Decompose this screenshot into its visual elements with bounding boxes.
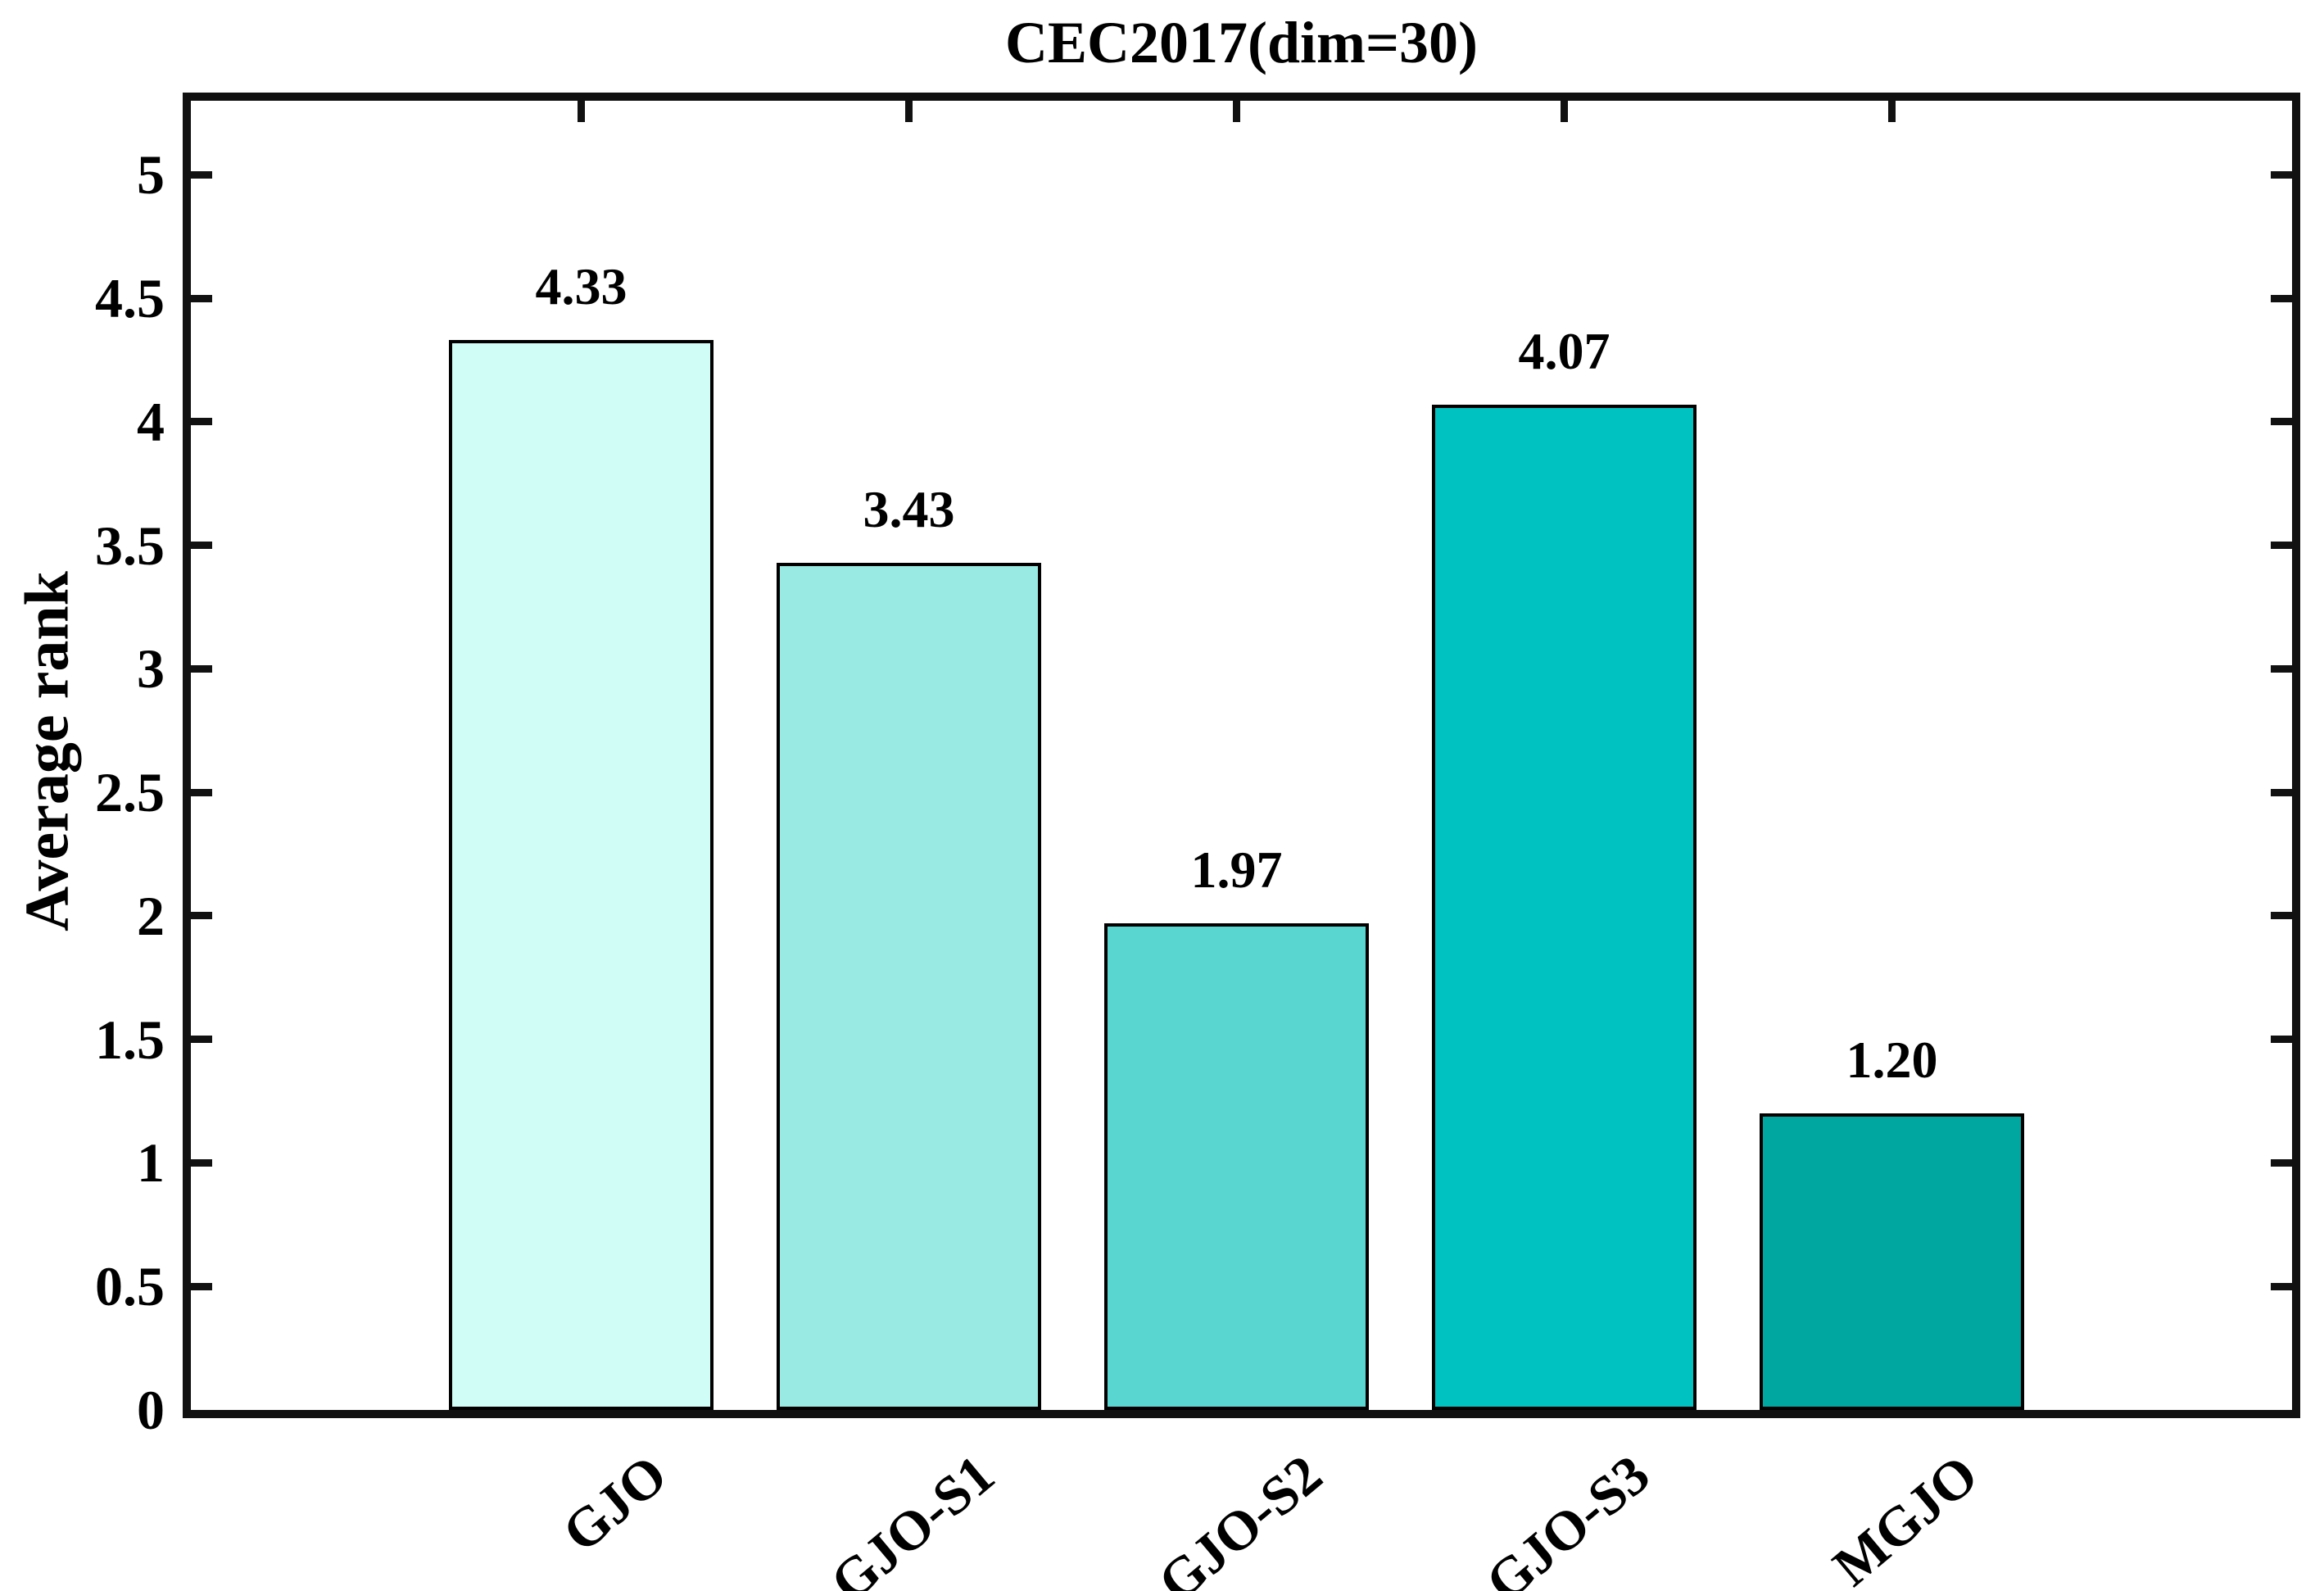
x-tick-label: GJO (550, 1442, 678, 1565)
y-tick (191, 1282, 212, 1290)
bar-value-label: 1.97 (1190, 841, 1283, 899)
bar-value-label: 4.07 (1518, 322, 1610, 380)
y-tick (191, 664, 212, 673)
y-tick-label: 1.5 (95, 1008, 165, 1071)
y-tick-right (2271, 1282, 2292, 1290)
bar (1432, 405, 1697, 1410)
chart-title: CEC2017(dim=30) (1004, 10, 1479, 75)
y-tick (191, 542, 212, 550)
y-tick-right (2271, 1158, 2292, 1167)
y-tick-right (2271, 788, 2292, 796)
bar-value-label: 3.43 (863, 480, 955, 538)
x-tick-top (1233, 101, 1240, 122)
x-tick-label: MGJO (1820, 1442, 1989, 1591)
x-tick-top (1561, 101, 1568, 122)
bar (1760, 1113, 2024, 1410)
y-tick-label: 3.5 (95, 514, 165, 577)
x-tick-label: GJO-S2 (1146, 1442, 1334, 1591)
y-tick-label: 0.5 (95, 1255, 165, 1318)
y-axis-label: Average rank (12, 571, 82, 931)
bar (1104, 923, 1369, 1410)
bar-value-label: 1.20 (1846, 1031, 1938, 1089)
y-tick-right (2271, 664, 2292, 673)
y-tick-right (2271, 542, 2292, 550)
y-tick-right (2271, 912, 2292, 920)
y-tick (191, 170, 212, 179)
bar-value-label: 4.33 (535, 257, 627, 315)
y-tick-right (2271, 294, 2292, 302)
y-tick (191, 1158, 212, 1167)
y-tick-label: 3 (137, 637, 165, 700)
x-tick-top (905, 101, 913, 122)
y-tick-right (2271, 170, 2292, 179)
x-tick-top (578, 101, 585, 122)
bar (777, 563, 1041, 1410)
x-tick-label: GJO-S1 (818, 1442, 1006, 1591)
y-tick-label: 5 (137, 143, 165, 206)
y-tick-label: 4.5 (95, 267, 165, 330)
x-tick-top (1888, 101, 1896, 122)
y-tick (191, 788, 212, 796)
y-tick-label: 1 (137, 1131, 165, 1194)
y-tick-label: 2 (137, 884, 165, 947)
y-tick-label: 0 (137, 1379, 165, 1441)
y-tick (191, 294, 212, 302)
y-tick-label: 4 (137, 390, 165, 453)
y-tick-right (2271, 418, 2292, 426)
x-tick-label: GJO-S3 (1474, 1442, 1661, 1591)
y-tick (191, 1036, 212, 1044)
y-tick (191, 418, 212, 426)
y-tick (191, 912, 212, 920)
bar (449, 340, 714, 1410)
y-tick-right (2271, 1036, 2292, 1044)
y-tick-label: 2.5 (95, 761, 165, 824)
